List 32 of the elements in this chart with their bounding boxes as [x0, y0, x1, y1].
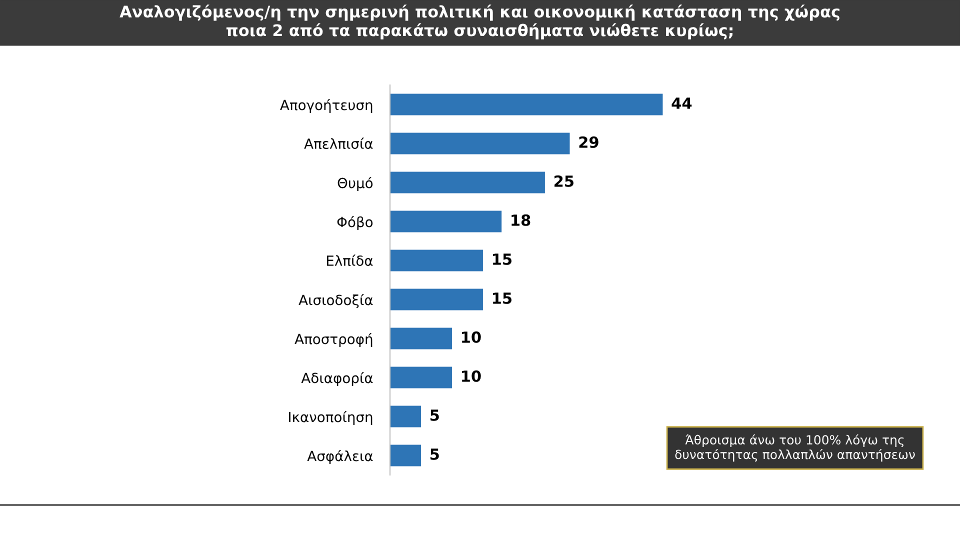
bar — [390, 366, 452, 388]
text: Άθροισμα άνω του 100% λόγω της δυνατότητας πολλαπλών απαντήσεων — [675, 434, 915, 462]
data-label: 44 — [672, 98, 692, 109]
data-label: 5 — [430, 410, 439, 421]
bar — [390, 94, 663, 116]
data-label: 15 — [493, 254, 512, 265]
bar — [390, 250, 483, 272]
bar — [390, 406, 421, 428]
bar — [390, 210, 502, 232]
chart-title: Αναλογιζόμενος/η την σημερινή πολιτική και οικονομική κατάσταση της χώρας ποια 2 από τα παρακάτω συναισθήματα νιώθετε κυρίως; — [120, 4, 840, 40]
y-tick-label: Φόβο — [337, 216, 373, 230]
bar — [390, 444, 421, 466]
bar — [390, 132, 570, 154]
data-label: 10 — [462, 331, 481, 343]
data-label: 10 — [462, 370, 481, 382]
y-tick-label: Αισιοδοξία — [298, 294, 373, 308]
data-label: 25 — [554, 175, 574, 187]
y-tick-label: Αποστροφή — [294, 332, 372, 347]
bar — [390, 288, 483, 310]
y-tick-label: Θυμό — [338, 176, 373, 191]
data-label: 5 — [430, 448, 439, 460]
data-label: 15 — [493, 292, 512, 304]
bar — [390, 328, 452, 350]
data-label: 29 — [579, 136, 598, 148]
y-tick-label: Ικανοποίηση — [289, 410, 372, 425]
y-tick-label: Ελπίδα — [326, 254, 373, 266]
y-tick-label: Απελπισία — [304, 138, 373, 150]
data-label: 18 — [512, 214, 530, 226]
y-tick-label: Ασφάλεια — [307, 450, 373, 464]
y-tick-label: Αδιαφορία — [301, 372, 373, 386]
y-tick-label: Απογοήτευση — [280, 98, 372, 113]
bar — [390, 172, 545, 194]
